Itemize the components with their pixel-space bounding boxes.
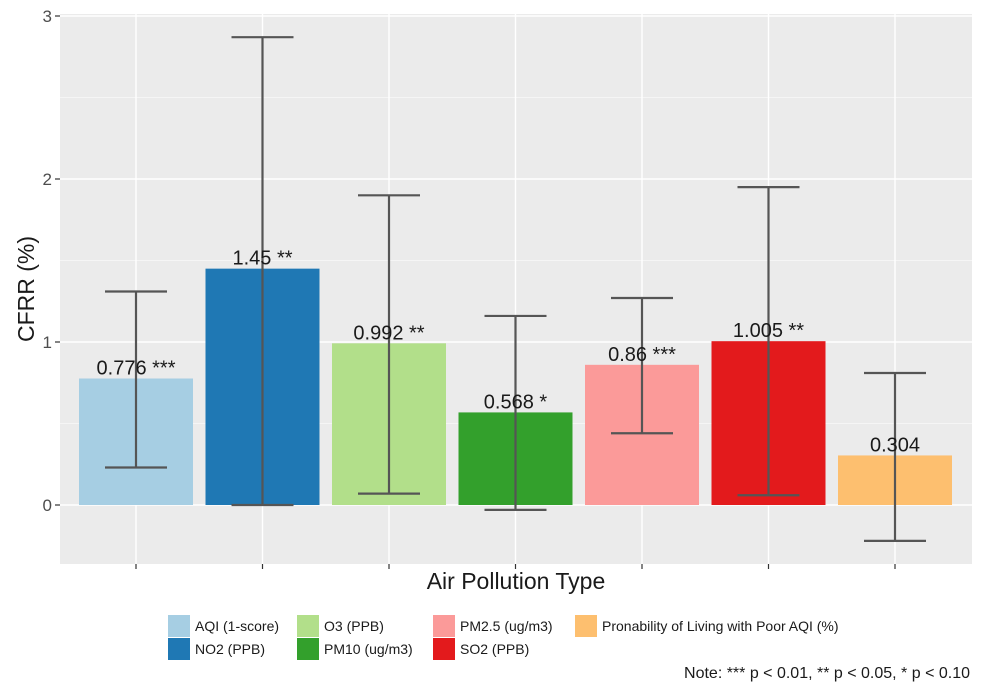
data-label-4: 0.568 * [484, 391, 548, 413]
y-tick-label: 1 [43, 333, 52, 352]
legend-label: Pronability of Living with Poor AQI (%) [602, 618, 839, 634]
y-tick-label: 3 [43, 7, 52, 26]
error-bar-2 [231, 36, 294, 507]
y-axis: 0 1 2 3 [43, 7, 60, 515]
data-label-3: 0.992 ** [353, 322, 424, 344]
error-bar-4 [484, 314, 547, 511]
y-tick-label: 2 [43, 170, 52, 189]
data-label-6: 1.005 ** [733, 320, 804, 342]
legend-item-7: Pronability of Living with Poor AQI (%) [575, 615, 839, 637]
legend-item-2: NO2 (PPB) [168, 638, 265, 660]
data-label-1: 0.776 *** [97, 358, 176, 380]
legend-item-5: PM2.5 (ug/m3) [433, 615, 553, 637]
legend-key [297, 615, 319, 637]
y-axis-title: CFRR (%) [13, 236, 39, 342]
error-bar-1 [105, 290, 167, 469]
x-axis-title: Air Pollution Type [427, 568, 606, 594]
legend-key [168, 638, 190, 660]
legend-key [433, 615, 455, 637]
error-bar-3 [358, 194, 420, 495]
legend-label: NO2 (PPB) [195, 641, 265, 657]
error-bar-5 [611, 296, 673, 435]
legend-key [433, 638, 455, 660]
data-labels-group: 0.776 *** 1.45 ** 0.992 ** 0.568 * 0.86 *** 1… [97, 248, 921, 457]
data-label-2: 1.45 ** [232, 248, 292, 270]
legend-item-4: PM10 (ug/m3) [297, 638, 413, 660]
legend-key [575, 615, 597, 637]
legend-key [297, 638, 319, 660]
data-label-7: 0.304 [870, 434, 920, 456]
legend-item-1: AQI (1-score) [168, 615, 279, 637]
legend-label: PM2.5 (ug/m3) [460, 618, 553, 634]
legend-item-6: SO2 (PPB) [433, 638, 529, 660]
error-bars-group [105, 36, 926, 542]
x-axis [135, 564, 896, 569]
error-bar-6 [737, 186, 800, 497]
legend-key [168, 615, 190, 637]
significance-note: Note: *** p < 0.01, ** p < 0.05, * p < 0… [684, 665, 970, 682]
legend-item-3: O3 (PPB) [297, 615, 384, 637]
legend-label: O3 (PPB) [324, 618, 384, 634]
legend: AQI (1-score) NO2 (PPB) O3 (PPB) PM10 (ug/m… [168, 615, 839, 660]
error-bar-7 [864, 371, 926, 542]
data-label-5: 0.86 *** [608, 344, 676, 366]
legend-label: AQI (1-score) [195, 618, 279, 634]
y-tick-label: 0 [43, 496, 52, 515]
legend-label: SO2 (PPB) [460, 641, 529, 657]
legend-label: PM10 (ug/m3) [324, 641, 413, 657]
